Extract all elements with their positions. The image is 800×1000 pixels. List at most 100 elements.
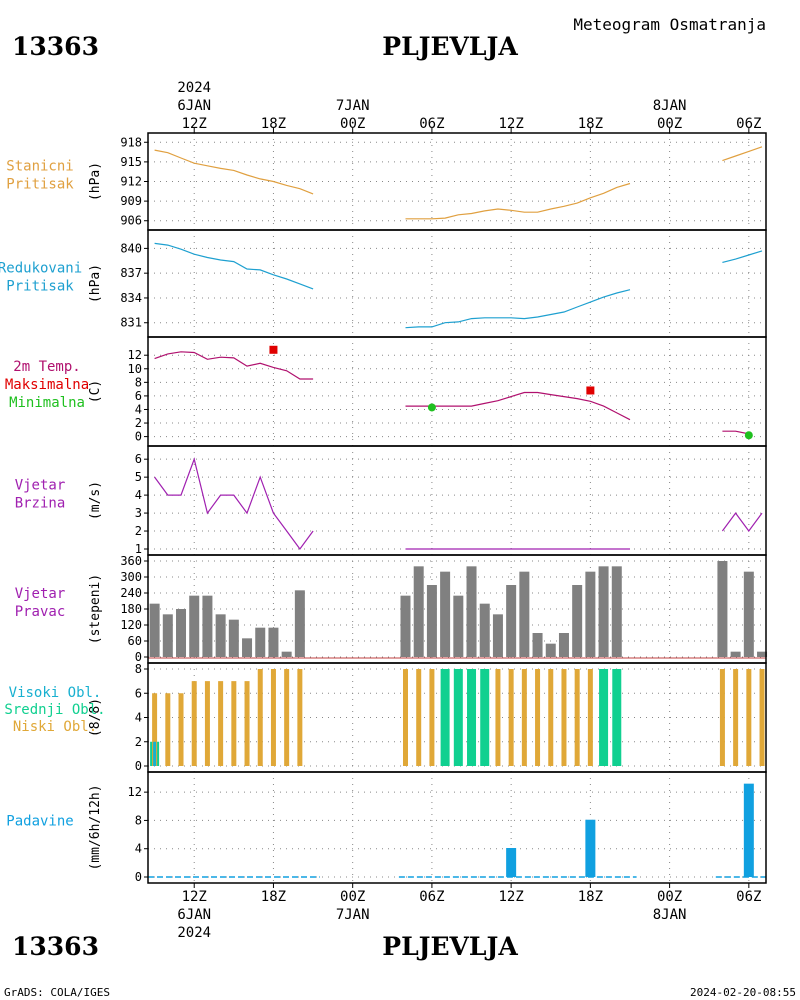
y-tick-label: 834 [120, 291, 142, 305]
cloud-mid-bar [467, 669, 477, 766]
wind-direction-bar [149, 603, 160, 657]
cloud-low-bar [759, 669, 765, 766]
cloud-low-bar [495, 669, 501, 766]
y-tick-label: 0 [135, 430, 142, 444]
panel-label: Redukovani [0, 261, 82, 277]
wind-direction-bar [294, 590, 305, 657]
y-tick-label: 180 [120, 602, 142, 616]
panel-frame [147, 229, 767, 338]
series-line [721, 512, 763, 533]
y-tick-label: 4 [135, 402, 142, 416]
y-tick-label: 0 [135, 870, 142, 884]
y-tick-label: 300 [120, 570, 142, 584]
timestamp-label: 2024-02-20-08:55 [690, 986, 796, 999]
series-line [722, 430, 749, 435]
cloud-low-bar [270, 669, 276, 766]
cloud-low-bar [297, 669, 303, 766]
y-tick-label: 912 [120, 175, 142, 189]
x-tick-label-top: 12Z [498, 116, 523, 132]
panel-label: Padavine [6, 814, 73, 830]
y-tick-label: 10 [128, 362, 142, 376]
panel-label: Niski Obl. [13, 719, 97, 735]
wind-direction-bar [730, 651, 741, 657]
date-label-bottom: 7JAN [336, 907, 370, 923]
panel-label: Visoki Obl. [9, 685, 102, 701]
panel-frame [147, 771, 767, 884]
series-line [405, 391, 631, 421]
cloud-mid-bar [440, 669, 450, 766]
min-temp-point [744, 431, 753, 440]
precipitation-bar [506, 848, 517, 877]
panel-frame [147, 336, 767, 447]
precipitation-bar [743, 783, 754, 877]
x-tick-label-top: 12Z [182, 116, 207, 132]
cloud-low-bar [733, 669, 739, 766]
y-tick-label: 8 [135, 813, 142, 827]
cloud-mid-bar [599, 669, 609, 766]
y-tick-label: 906 [120, 214, 142, 228]
cloud-low-bar [508, 669, 514, 766]
wind-direction-bar [215, 614, 226, 657]
max-temp-point [586, 386, 595, 395]
cloud-low-bar [548, 669, 554, 766]
panel-frame [147, 445, 767, 556]
cloud-low-bar [521, 669, 527, 766]
series-line [405, 182, 631, 220]
wind-direction-bar [242, 638, 253, 657]
panel-label: Maksimalna [5, 377, 89, 393]
y-tick-label: 240 [120, 586, 142, 600]
y-axis-label: (mm/6h/12h) [88, 784, 103, 870]
y-tick-label: 918 [120, 135, 142, 149]
year-label-bottom: 2024 [177, 925, 211, 941]
y-tick-label: 840 [120, 241, 142, 255]
cloud-low-bar [403, 669, 408, 766]
y-tick-label: 12 [128, 348, 142, 362]
x-tick-label-bottom: 12Z [498, 889, 523, 905]
cloud-low-bar [178, 693, 184, 766]
x-tick-label-top: 00Z [340, 116, 365, 132]
y-tick-label: 1 [135, 542, 142, 556]
date-label-top: 8JAN [653, 98, 687, 114]
cloud-low-bar [231, 681, 237, 766]
y-tick-label: 4 [135, 842, 142, 856]
series-line [154, 149, 314, 195]
y-tick-label: 8 [135, 375, 142, 389]
year-label-top: 2024 [177, 80, 211, 96]
wind-direction-bar [440, 571, 451, 657]
wind-direction-bar [717, 561, 728, 657]
cloud-low-bar [191, 681, 197, 766]
cloud-high-bar [153, 741, 157, 766]
cloud-low-bar [165, 693, 171, 766]
wind-direction-bar [545, 643, 556, 657]
x-tick-label-top: 18Z [578, 116, 603, 132]
wind-direction-bar [162, 614, 173, 657]
y-tick-label: 6 [135, 452, 142, 466]
wind-direction-bar [532, 633, 543, 657]
series-line [722, 146, 763, 162]
cloud-mid-bar [612, 669, 622, 766]
wind-direction-bar [572, 585, 583, 657]
chart-subtitle: Meteogram Osmatranja [573, 15, 766, 34]
wind-direction-bar [585, 571, 596, 657]
precipitation-bar [585, 819, 596, 877]
y-tick-label: 8 [135, 662, 142, 676]
station-name-top: PLJEVLJA [382, 32, 518, 61]
y-tick-label: 909 [120, 194, 142, 208]
x-tick-label-top: 06Z [736, 116, 761, 132]
panel-label: Vjetar [15, 478, 66, 494]
max-temp-point [269, 345, 278, 354]
date-label-bottom: 8JAN [653, 907, 687, 923]
cloud-low-bar [257, 669, 263, 766]
y-tick-label: 12 [128, 785, 142, 799]
station-id-top: 13363 [12, 32, 99, 61]
x-tick-label-bottom: 00Z [340, 889, 365, 905]
panel-label: Minimalna [9, 395, 85, 411]
wind-direction-bar [611, 566, 622, 657]
y-tick-label: 120 [120, 618, 142, 632]
y-tick-label: 837 [120, 266, 142, 280]
panel-label: Pritisak [6, 177, 74, 193]
panel-label: Pritisak [6, 279, 74, 295]
panel-label: Stanicni [6, 159, 73, 175]
cloud-low-bar [284, 669, 290, 766]
